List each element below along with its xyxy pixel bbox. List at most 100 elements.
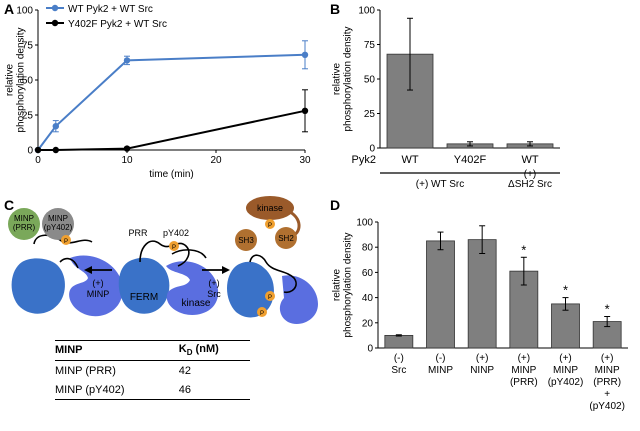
y-axis-label-line: relative	[332, 268, 343, 301]
minp-py402-ball	[42, 208, 74, 240]
y-axis-label-line: phosphorylation density	[16, 27, 27, 132]
kd-unit: (nM)	[192, 343, 219, 355]
category-label: MINP	[511, 365, 536, 376]
y-tick-label: 40	[362, 293, 374, 304]
sh3-domain-shape	[235, 229, 257, 251]
src-kinase-label: kinase	[257, 203, 283, 213]
phospho-p-label-middle: P	[172, 245, 176, 251]
category-label: (+)	[601, 353, 614, 364]
kinase-label: kinase	[182, 298, 211, 309]
category-label: MINP	[595, 365, 620, 376]
kd-table-header-kd: KD (nM)	[178, 339, 250, 362]
x-tick-label: 20	[210, 155, 222, 166]
x-axis-label: time (min)	[149, 169, 193, 180]
kd-subscript: D	[186, 348, 193, 358]
y-tick-label: 75	[22, 41, 34, 52]
x-tick-label: 0	[35, 155, 41, 166]
y-tick-label: 0	[369, 144, 375, 155]
significance-marker: *	[521, 242, 526, 257]
minp-py402-label-2: (pY402)	[44, 223, 73, 232]
kd-table-header-minp: MINP	[55, 339, 179, 362]
phospho-p-circle-src	[265, 219, 275, 229]
kd-table: MINP KD (nM) MINP (PRR) 42 MINP (pY402) …	[55, 339, 250, 401]
phospho-p-circle-middle	[169, 241, 179, 251]
panel-letter-d: D	[330, 197, 340, 213]
y-tick-label: 80	[362, 243, 374, 254]
y-axis-label-line: phosphorylation density	[343, 232, 354, 337]
kd-table-header-row: MINP KD (nM)	[55, 339, 250, 362]
phospho-p-label-right-1: P	[268, 295, 272, 301]
kinase-domain-shape-right	[279, 275, 318, 324]
minp-prr-label: MINP	[14, 214, 34, 223]
kd-row-value: 42	[178, 365, 192, 378]
kd-row-name: MINP (pY402)	[55, 380, 179, 401]
bar	[551, 303, 580, 349]
bar	[384, 334, 414, 349]
right-arrow-label: (+)	[208, 278, 219, 288]
x-tick-label: 30	[299, 155, 311, 166]
category-label: (-)	[394, 353, 404, 364]
phospho-p-label-src: P	[268, 223, 272, 229]
ferm-domain-shape	[11, 258, 65, 314]
kd-row-name: MINP (PRR)	[55, 365, 116, 378]
category-label: (-)	[436, 353, 446, 364]
sh3-label: SH3	[238, 236, 254, 245]
src-bound-pyk2: kinase SH3 SH2 P P P	[227, 196, 318, 324]
phospho-p-circle-right-2	[257, 307, 267, 317]
y-tick-label: 50	[22, 76, 34, 87]
data-point	[123, 57, 131, 64]
x-tick-label: 10	[121, 155, 133, 166]
arrow-left-head	[84, 266, 92, 274]
legend-entry: Y402F Pyk2 + WT Src	[68, 19, 167, 30]
y-axis-label: relativephosphorylation density	[332, 26, 354, 131]
ferm-domain-shape-middle	[118, 257, 170, 314]
left-arrow-label: (+)	[92, 278, 103, 288]
data-point	[52, 123, 59, 130]
y-axis-label: relativephosphorylation density	[5, 27, 27, 132]
panel-letter-b: B	[330, 1, 340, 17]
minp-prr-label-2: (PRR)	[13, 223, 36, 232]
y-tick-label: 50	[364, 75, 376, 86]
kd-row-value: 46	[178, 380, 250, 401]
ferm-label: FERM	[130, 292, 158, 303]
y-tick-label: 100	[356, 218, 373, 229]
y-tick-label: 75	[364, 40, 376, 51]
category-label: WT	[521, 154, 538, 166]
panel-b-bar-chart: 0 25 50 75 100 relativephosphorylation densit…	[332, 6, 560, 190]
minp-py402-label: MINP	[48, 214, 68, 223]
category-label: WT	[401, 154, 418, 166]
y-axis-label-line: relative	[332, 62, 343, 95]
left-arrow-label-2: MINP	[87, 289, 110, 299]
y-tick-label: 100	[358, 6, 375, 17]
y-axis-label: relativephosphorylation density	[332, 232, 354, 337]
data-point	[52, 146, 59, 154]
y-axis-label-line: phosphorylation density	[343, 26, 354, 131]
category-label: Y402F	[454, 154, 487, 166]
category-label: (PRR)	[510, 377, 538, 388]
series-line	[38, 109, 306, 151]
category-label: (pY402)	[589, 401, 625, 412]
prr-label: PRR	[128, 228, 148, 238]
py402-label: pY402	[163, 228, 189, 238]
significance-marker: *	[605, 302, 610, 317]
group-label-bottom: ΔSH2 Src	[508, 179, 552, 190]
data-point	[123, 145, 131, 152]
kd-table-row: MINP (pY402) 46	[55, 380, 250, 401]
series-line	[37, 53, 306, 151]
sh2-label: SH2	[278, 234, 294, 243]
category-label: Src	[391, 365, 406, 376]
minp-prr-ball	[8, 208, 40, 240]
y-tick-label: 25	[364, 109, 376, 120]
category-label: +	[604, 389, 610, 400]
phospho-p-label-right-2: P	[260, 311, 264, 317]
legend-entry: WT Pyk2 + WT Src	[68, 4, 153, 15]
sh2-domain-shape	[275, 227, 297, 249]
arrow-right-head	[222, 266, 230, 274]
data-point	[34, 146, 42, 154]
y-tick-label: 25	[22, 111, 34, 122]
group-label: (+) WT Src	[416, 179, 464, 190]
row-label: Pyk2	[352, 154, 376, 166]
bar	[467, 239, 497, 349]
